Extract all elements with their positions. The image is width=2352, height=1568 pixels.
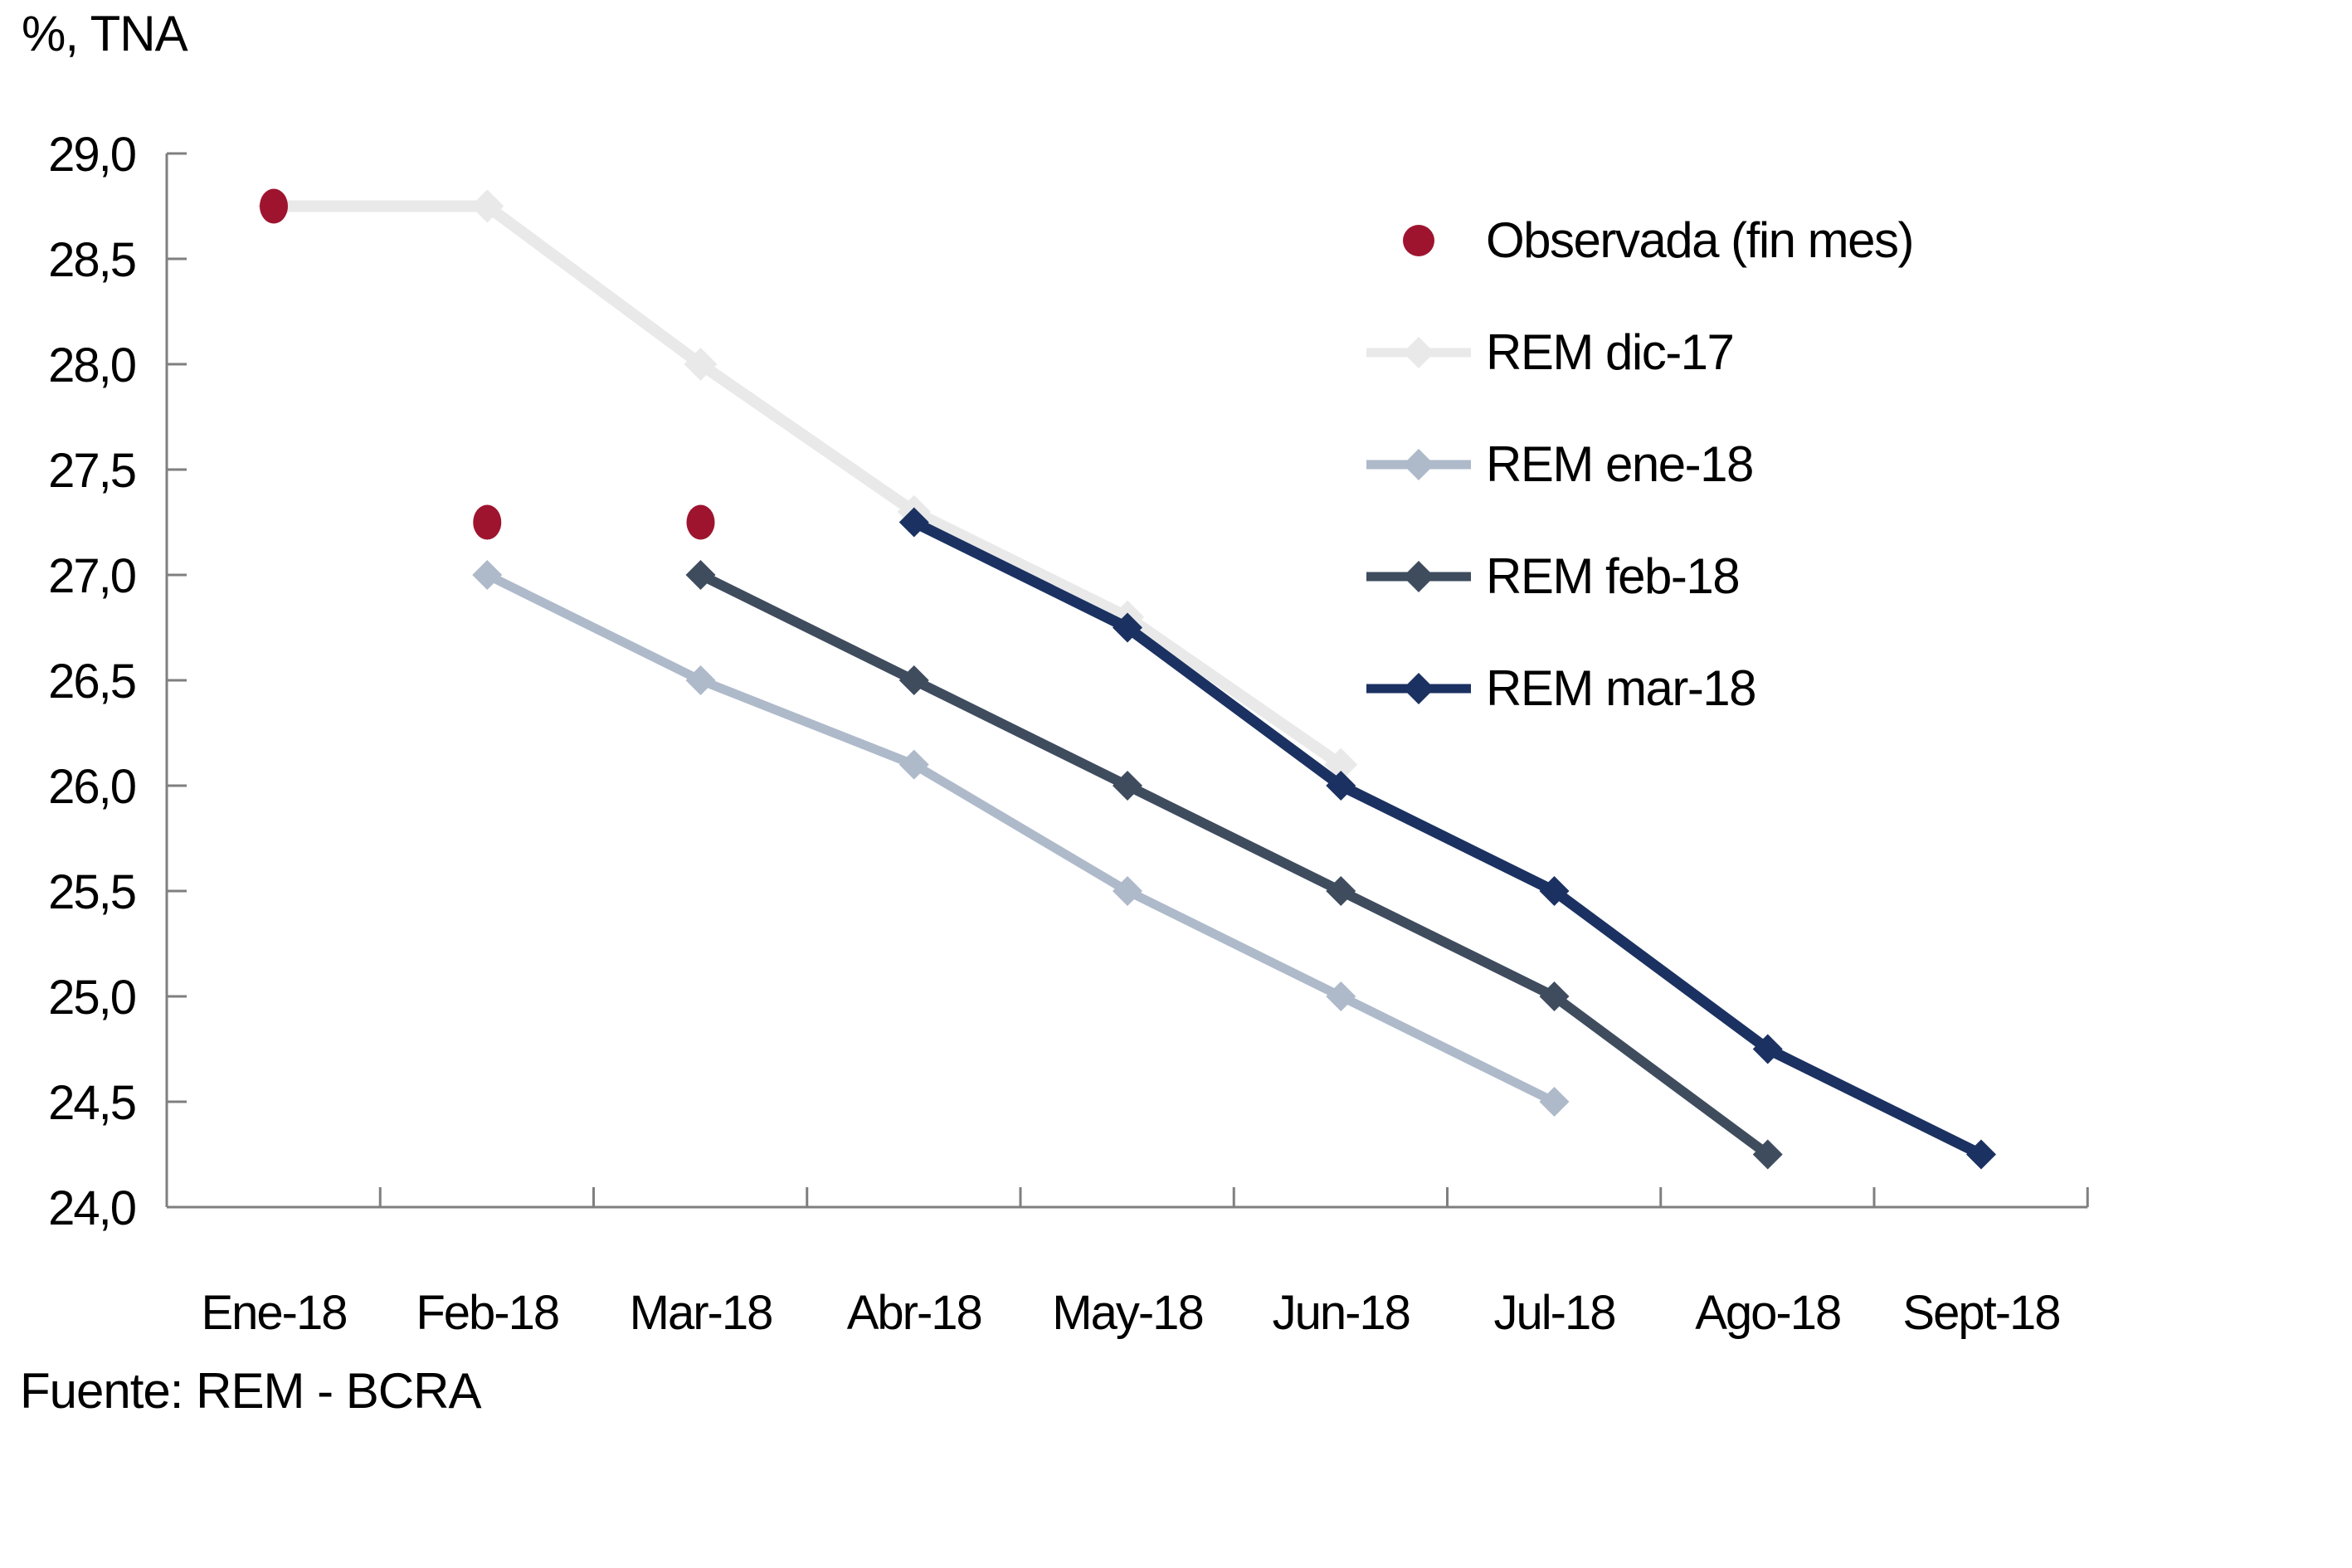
source-caption: Fuente: REM - BCRA — [20, 1363, 481, 1419]
y-axis-label: 28,0 — [48, 338, 135, 392]
legend-item: REM ene-18 — [1365, 408, 1913, 520]
series-rem-mar-18-marker — [898, 507, 929, 538]
series-rem-feb-18-marker — [1752, 1139, 1783, 1170]
series-rem-ene-18-line — [485, 571, 1556, 1106]
series-observada-fin-mes-point — [260, 188, 288, 224]
chart-title: %, TNA — [22, 6, 188, 61]
series-rem-feb-18-marker — [898, 665, 929, 695]
y-axis-label: 27,5 — [48, 444, 135, 498]
series-rem-mar-18-marker — [1113, 612, 1142, 643]
series-rem-feb-18-marker — [1113, 771, 1142, 801]
x-axis-label: Ene-18 — [201, 1286, 346, 1340]
series-rem-dic-17-marker — [684, 348, 718, 381]
y-axis-label: 26,5 — [48, 655, 135, 709]
series-rem-mar-18-marker — [1966, 1139, 1996, 1170]
y-axis-label: 25,0 — [48, 971, 135, 1025]
legend-line-diamond-icon — [1366, 448, 1471, 480]
legend-line-diamond-icon — [1366, 336, 1471, 368]
x-axis-label: Sept-18 — [1902, 1286, 2059, 1340]
series-rem-dic-17-marker — [470, 189, 504, 223]
series-rem-feb-18-line — [698, 570, 1771, 1159]
series-rem-ene-18-marker — [1326, 981, 1356, 1011]
legend-label: REM mar-18 — [1486, 660, 1757, 716]
legend-label: REM feb-18 — [1486, 548, 1741, 604]
y-axis-label: 28,5 — [48, 233, 135, 287]
x-axis-label: May-18 — [1052, 1286, 1202, 1340]
legend-item: Observada (fin mes) — [1365, 184, 1915, 296]
y-axis-label: 24,5 — [48, 1076, 135, 1130]
series-observada-fin-mes-point — [473, 504, 502, 540]
chart-legend: Observada (fin mes) REM dic-17 REM ene-18 R… — [1365, 184, 1915, 744]
x-axis-label: Mar-18 — [630, 1286, 772, 1340]
y-axis-label: 29,0 — [48, 128, 135, 182]
series-observada-fin-mes-point — [686, 504, 715, 540]
series-rem-feb-18-marker — [1539, 981, 1570, 1011]
series-rem-ene-18-marker — [472, 560, 503, 590]
y-axis-label: 25,5 — [48, 865, 135, 919]
legend-line-diamond-icon — [1366, 672, 1471, 704]
legend-label: REM ene-18 — [1486, 436, 1754, 492]
legend-dot-icon — [1403, 224, 1434, 256]
y-axis-label: 27,0 — [48, 549, 135, 603]
legend-label: Observada (fin mes) — [1486, 212, 1915, 268]
legend-item: REM mar-18 — [1365, 632, 1913, 744]
y-axis-label: 26,0 — [48, 760, 135, 814]
x-axis-label: Abr-18 — [847, 1286, 981, 1340]
legend-item: REM feb-18 — [1365, 520, 1913, 632]
series-rem-ene-18-marker — [1113, 876, 1142, 906]
legend-line-diamond-icon — [1366, 560, 1471, 592]
series-rem-mar-18-marker — [1539, 876, 1570, 906]
series-rem-mar-18-marker — [1326, 771, 1356, 801]
series-rem-feb-18-marker — [1326, 876, 1356, 906]
series-rem-mar-18-line — [911, 517, 1984, 1160]
y-axis-label: 24,0 — [48, 1181, 135, 1235]
series-rem-ene-18-marker — [1539, 1087, 1570, 1117]
series-rem-dic-17-line — [274, 200, 1345, 770]
legend-item: REM dic-17 — [1365, 296, 1913, 408]
series-rem-mar-18-marker — [1752, 1034, 1783, 1064]
x-axis-label: Jun-18 — [1273, 1286, 1410, 1340]
series-rem-feb-18-marker — [685, 560, 716, 590]
series-rem-ene-18-marker — [685, 665, 716, 695]
x-axis-label: Feb-18 — [416, 1286, 558, 1340]
legend-label: REM dic-17 — [1486, 324, 1735, 380]
x-axis-label: Ago-18 — [1695, 1286, 1840, 1340]
series-rem-ene-18-marker — [898, 749, 929, 780]
x-axis-label: Jul-18 — [1494, 1286, 1615, 1340]
